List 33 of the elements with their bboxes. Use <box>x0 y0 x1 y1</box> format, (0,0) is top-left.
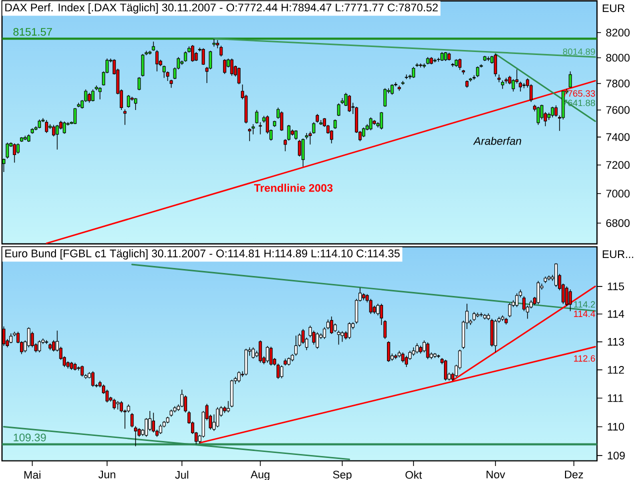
annotation: Araberfan <box>473 136 522 145</box>
y-tick-label: 109 <box>608 452 625 460</box>
chart-title: Euro Bund [FGBL c1 Täglich] 30.11.2007 - O:114.81 H:114.89 L:114.10 C:114.35 <box>5 249 400 260</box>
y-tick-label: 112 <box>608 366 624 374</box>
y-tick-label: 7800 <box>606 80 630 88</box>
x-tick-label: Jul <box>175 470 188 479</box>
y-tick-label: 7200 <box>606 161 630 169</box>
y-tick-label: 6800 <box>606 219 630 227</box>
x-tick-label: Mai <box>24 470 40 479</box>
x-tick-label: Nov <box>486 470 506 478</box>
y-tick-label: 113 <box>608 338 624 346</box>
y-axis-title: EUR <box>602 4 624 12</box>
y-tick-label: 7000 <box>606 190 630 198</box>
x-tick-label: Jun <box>98 470 116 478</box>
y-tick-label: 8200 <box>606 28 630 36</box>
y-axis-title: EUR... <box>602 250 634 258</box>
chart-title: DAX Perf. Index [.DAX Täglich] 30.11.2007 - O:7772.44 H:7894.47 L:7771.77 C:7870.52 <box>5 3 438 14</box>
y-tick-label: 111 <box>608 394 624 402</box>
y-tick-label: 8000 <box>606 54 630 62</box>
series-label: Trendlinie 2003 <box>254 184 333 192</box>
ref-line-label: 8151.57 <box>13 28 52 36</box>
data-label: 114.2 <box>574 301 595 308</box>
data-label: 112.6 <box>574 355 595 362</box>
data-label: 114.4 <box>574 310 596 317</box>
y-tick-label: 114 <box>608 310 624 318</box>
y-tick-label: 115 <box>608 282 624 290</box>
ref-line-label: 109.39 <box>14 434 46 442</box>
data-label: 8014.89 <box>563 48 595 55</box>
y-tick-label: 110 <box>608 422 624 431</box>
y-tick-label: 7400 <box>606 133 630 141</box>
y-tick-label: 7600 <box>606 106 630 114</box>
x-tick-label: Dez <box>565 470 584 478</box>
x-tick-label: Okt <box>406 470 422 479</box>
